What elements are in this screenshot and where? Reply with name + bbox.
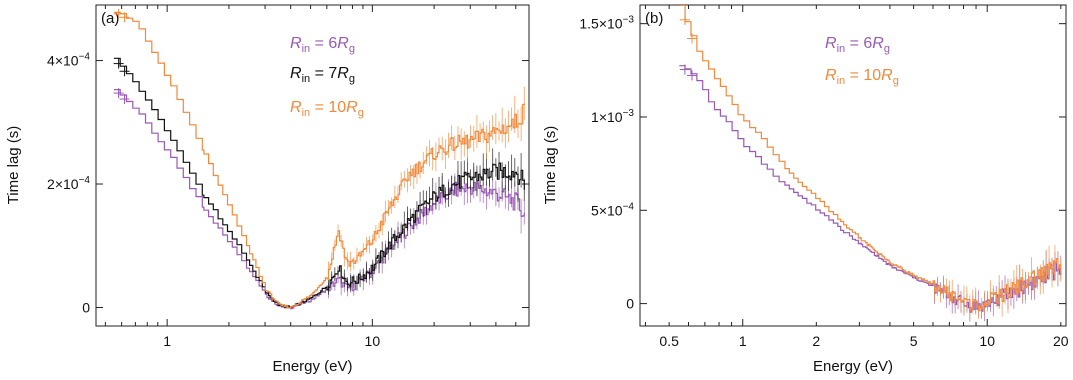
series-line xyxy=(113,57,525,309)
y-tick-label: 0 xyxy=(626,296,634,312)
legend-entry: Rin = 10Rg xyxy=(825,67,899,87)
series-1 xyxy=(679,5,1062,320)
x-tick-label: 5 xyxy=(910,333,918,349)
plot-area xyxy=(113,8,525,310)
x-axis-label: Energy (eV) xyxy=(272,358,352,375)
series-line xyxy=(679,65,1062,313)
series-2 xyxy=(113,8,525,309)
plot-frame xyxy=(95,4,530,327)
y-tick-label: 5×10−4 xyxy=(591,201,634,218)
series-line xyxy=(113,11,525,309)
x-tick-label: 0.5 xyxy=(659,333,679,349)
x-tick-label: 10 xyxy=(979,333,995,349)
y-tick-label: 0 xyxy=(82,299,90,315)
legend-entry: Rin = 6Rg xyxy=(290,35,355,55)
x-tick-label: 10 xyxy=(365,333,381,349)
x-tick-label: 20 xyxy=(1053,333,1069,349)
y-axis-label: Time lag (s) xyxy=(542,126,559,205)
x-axis-label: Energy (eV) xyxy=(813,358,893,375)
y-tick-label: 4×10−4 xyxy=(47,52,90,69)
plot-area xyxy=(679,5,1062,322)
panel-tag: (b) xyxy=(645,10,663,27)
y-tick-label: 2×10−4 xyxy=(47,175,90,192)
y-tick-label: 1×10−3 xyxy=(591,108,634,125)
series-line xyxy=(113,89,525,310)
legend-entry: Rin = 7Rg xyxy=(290,65,355,85)
series-0 xyxy=(679,64,1062,322)
x-tick-label: 1 xyxy=(739,333,747,349)
plot-frame xyxy=(639,4,1067,327)
series-0 xyxy=(113,88,525,310)
series-1 xyxy=(113,57,525,309)
y-axis-label: Time lag (s) xyxy=(5,126,22,205)
panel-b: 0.5 1 2 5 10 20 0 5×10−4 1×10−3 1.5×10−3 Energy (e… xyxy=(542,4,1069,375)
x-tick-label: 1 xyxy=(163,333,171,349)
series-line xyxy=(679,5,1062,312)
legend-entry: Rin = 6Rg xyxy=(825,35,890,55)
x-tick-label: 2 xyxy=(812,333,820,349)
y-tick-label: 1.5×10−3 xyxy=(579,15,634,32)
legend-entry: Rin = 10Rg xyxy=(290,99,364,119)
